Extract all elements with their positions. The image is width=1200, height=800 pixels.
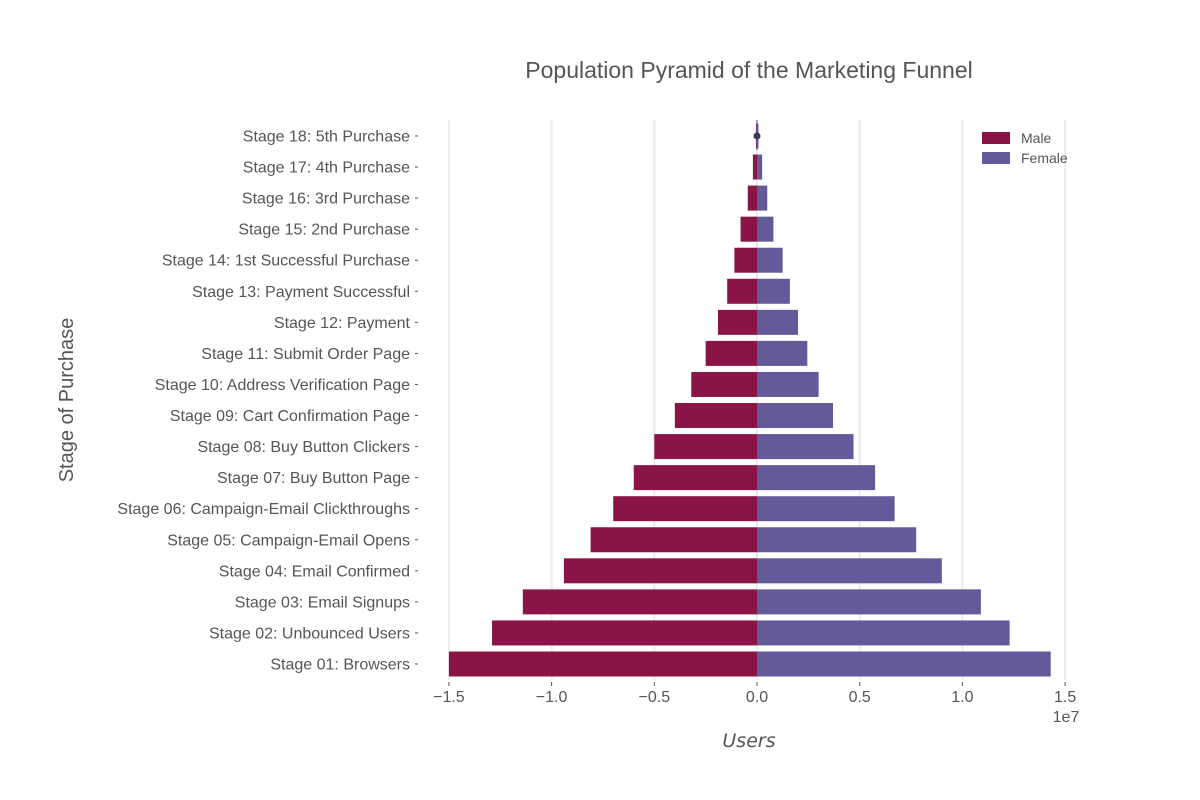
x-tick-label-6: 1.5 <box>1054 689 1076 706</box>
zero-marker <box>753 132 761 140</box>
x-scale-label: 1e7 <box>1053 709 1080 726</box>
x-tick-label-5: 1.0 <box>951 689 973 706</box>
x-tick-label-3: 0.0 <box>746 689 768 706</box>
bar-female-1 <box>757 651 1051 677</box>
legend-swatch-male <box>982 132 1010 144</box>
y-tick-label-18: Stage 18: 5th Purchase <box>243 128 410 145</box>
legend-label-female: Female <box>1021 150 1068 166</box>
bar-male-9 <box>674 403 757 429</box>
bar-female-8 <box>757 434 854 460</box>
bar-female-11 <box>757 340 808 366</box>
y-tick-label-4: Stage 04: Email Confirmed <box>219 563 410 580</box>
bar-female-3 <box>757 589 981 615</box>
y-tick-label-13: Stage 13: Payment Successful <box>192 284 410 301</box>
bar-male-8 <box>654 434 757 460</box>
bar-male-16 <box>747 185 757 211</box>
y-tick-label-7: Stage 07: Buy Button Page <box>217 470 410 487</box>
bar-male-1 <box>448 651 757 677</box>
y-tick-label-17: Stage 17: 4th Purchase <box>243 160 410 177</box>
bar-female-9 <box>757 403 833 429</box>
bar-male-6 <box>613 496 757 522</box>
bar-male-2 <box>492 620 757 646</box>
legend-label-male: Male <box>1021 130 1052 146</box>
bars-group <box>448 120 1051 677</box>
y-tick-label-5: Stage 05: Campaign-Email Opens <box>167 532 410 549</box>
bar-male-15 <box>740 216 757 242</box>
x-axis-label: Users <box>722 730 775 752</box>
bar-female-14 <box>757 247 783 273</box>
bar-female-2 <box>757 620 1010 646</box>
y-tick-label-16: Stage 16: 3rd Purchase <box>242 191 410 208</box>
bar-female-10 <box>757 371 819 397</box>
bar-female-15 <box>757 216 774 242</box>
bar-male-14 <box>734 247 757 273</box>
y-tick-label-10: Stage 10: Address Verification Page <box>155 377 410 394</box>
legend-swatch-female <box>982 152 1010 164</box>
y-tick-label-12: Stage 12: Payment <box>274 315 411 332</box>
bar-female-6 <box>757 496 895 522</box>
y-tick-label-2: Stage 02: Unbounced Users <box>209 625 410 642</box>
bar-male-12 <box>717 309 757 335</box>
chart-title: Population Pyramid of the Marketing Funn… <box>525 57 972 83</box>
legend: Male Female <box>982 130 1068 166</box>
bar-female-17 <box>757 154 763 180</box>
bar-female-16 <box>757 185 768 211</box>
x-tick-labels: −1.5 −1.0 −0.5 0.0 0.5 1.0 1.5 <box>433 682 1076 706</box>
bar-male-3 <box>522 589 757 615</box>
y-tick-label-1: Stage 01: Browsers <box>270 657 410 674</box>
bar-female-5 <box>757 527 917 553</box>
bar-male-7 <box>633 465 757 491</box>
bar-male-5 <box>590 527 757 553</box>
bar-male-13 <box>727 278 757 304</box>
y-tick-label-15: Stage 15: 2nd Purchase <box>238 222 410 239</box>
y-tick-label-8: Stage 08: Buy Button Clickers <box>197 439 410 456</box>
grid-lines <box>447 120 1067 680</box>
y-tick-label-3: Stage 03: Email Signups <box>235 594 410 611</box>
bar-male-10 <box>691 371 757 397</box>
x-tick-label-2: −0.5 <box>639 689 671 706</box>
x-tick-label-1: −1.0 <box>536 689 568 706</box>
bar-female-13 <box>757 278 790 304</box>
x-tick-label-0: −1.5 <box>433 689 465 706</box>
bar-male-17 <box>752 154 757 180</box>
bar-female-12 <box>757 309 799 335</box>
bar-female-4 <box>757 558 942 584</box>
bar-female-7 <box>757 465 876 491</box>
y-tick-labels: Stage 01: Browsers Stage 02: Unbounced Us… <box>117 128 418 674</box>
bar-male-4 <box>563 558 757 584</box>
y-axis-label: Stage of Purchase <box>56 318 78 483</box>
y-tick-label-14: Stage 14: 1st Successful Purchase <box>162 253 410 270</box>
x-tick-label-4: 0.5 <box>849 689 871 706</box>
y-tick-label-11: Stage 11: Submit Order Page <box>201 346 410 363</box>
bar-male-11 <box>705 340 757 366</box>
y-tick-label-9: Stage 09: Cart Confirmation Page <box>170 408 410 425</box>
y-tick-label-6: Stage 06: Campaign-Email Clickthroughs <box>117 501 410 518</box>
